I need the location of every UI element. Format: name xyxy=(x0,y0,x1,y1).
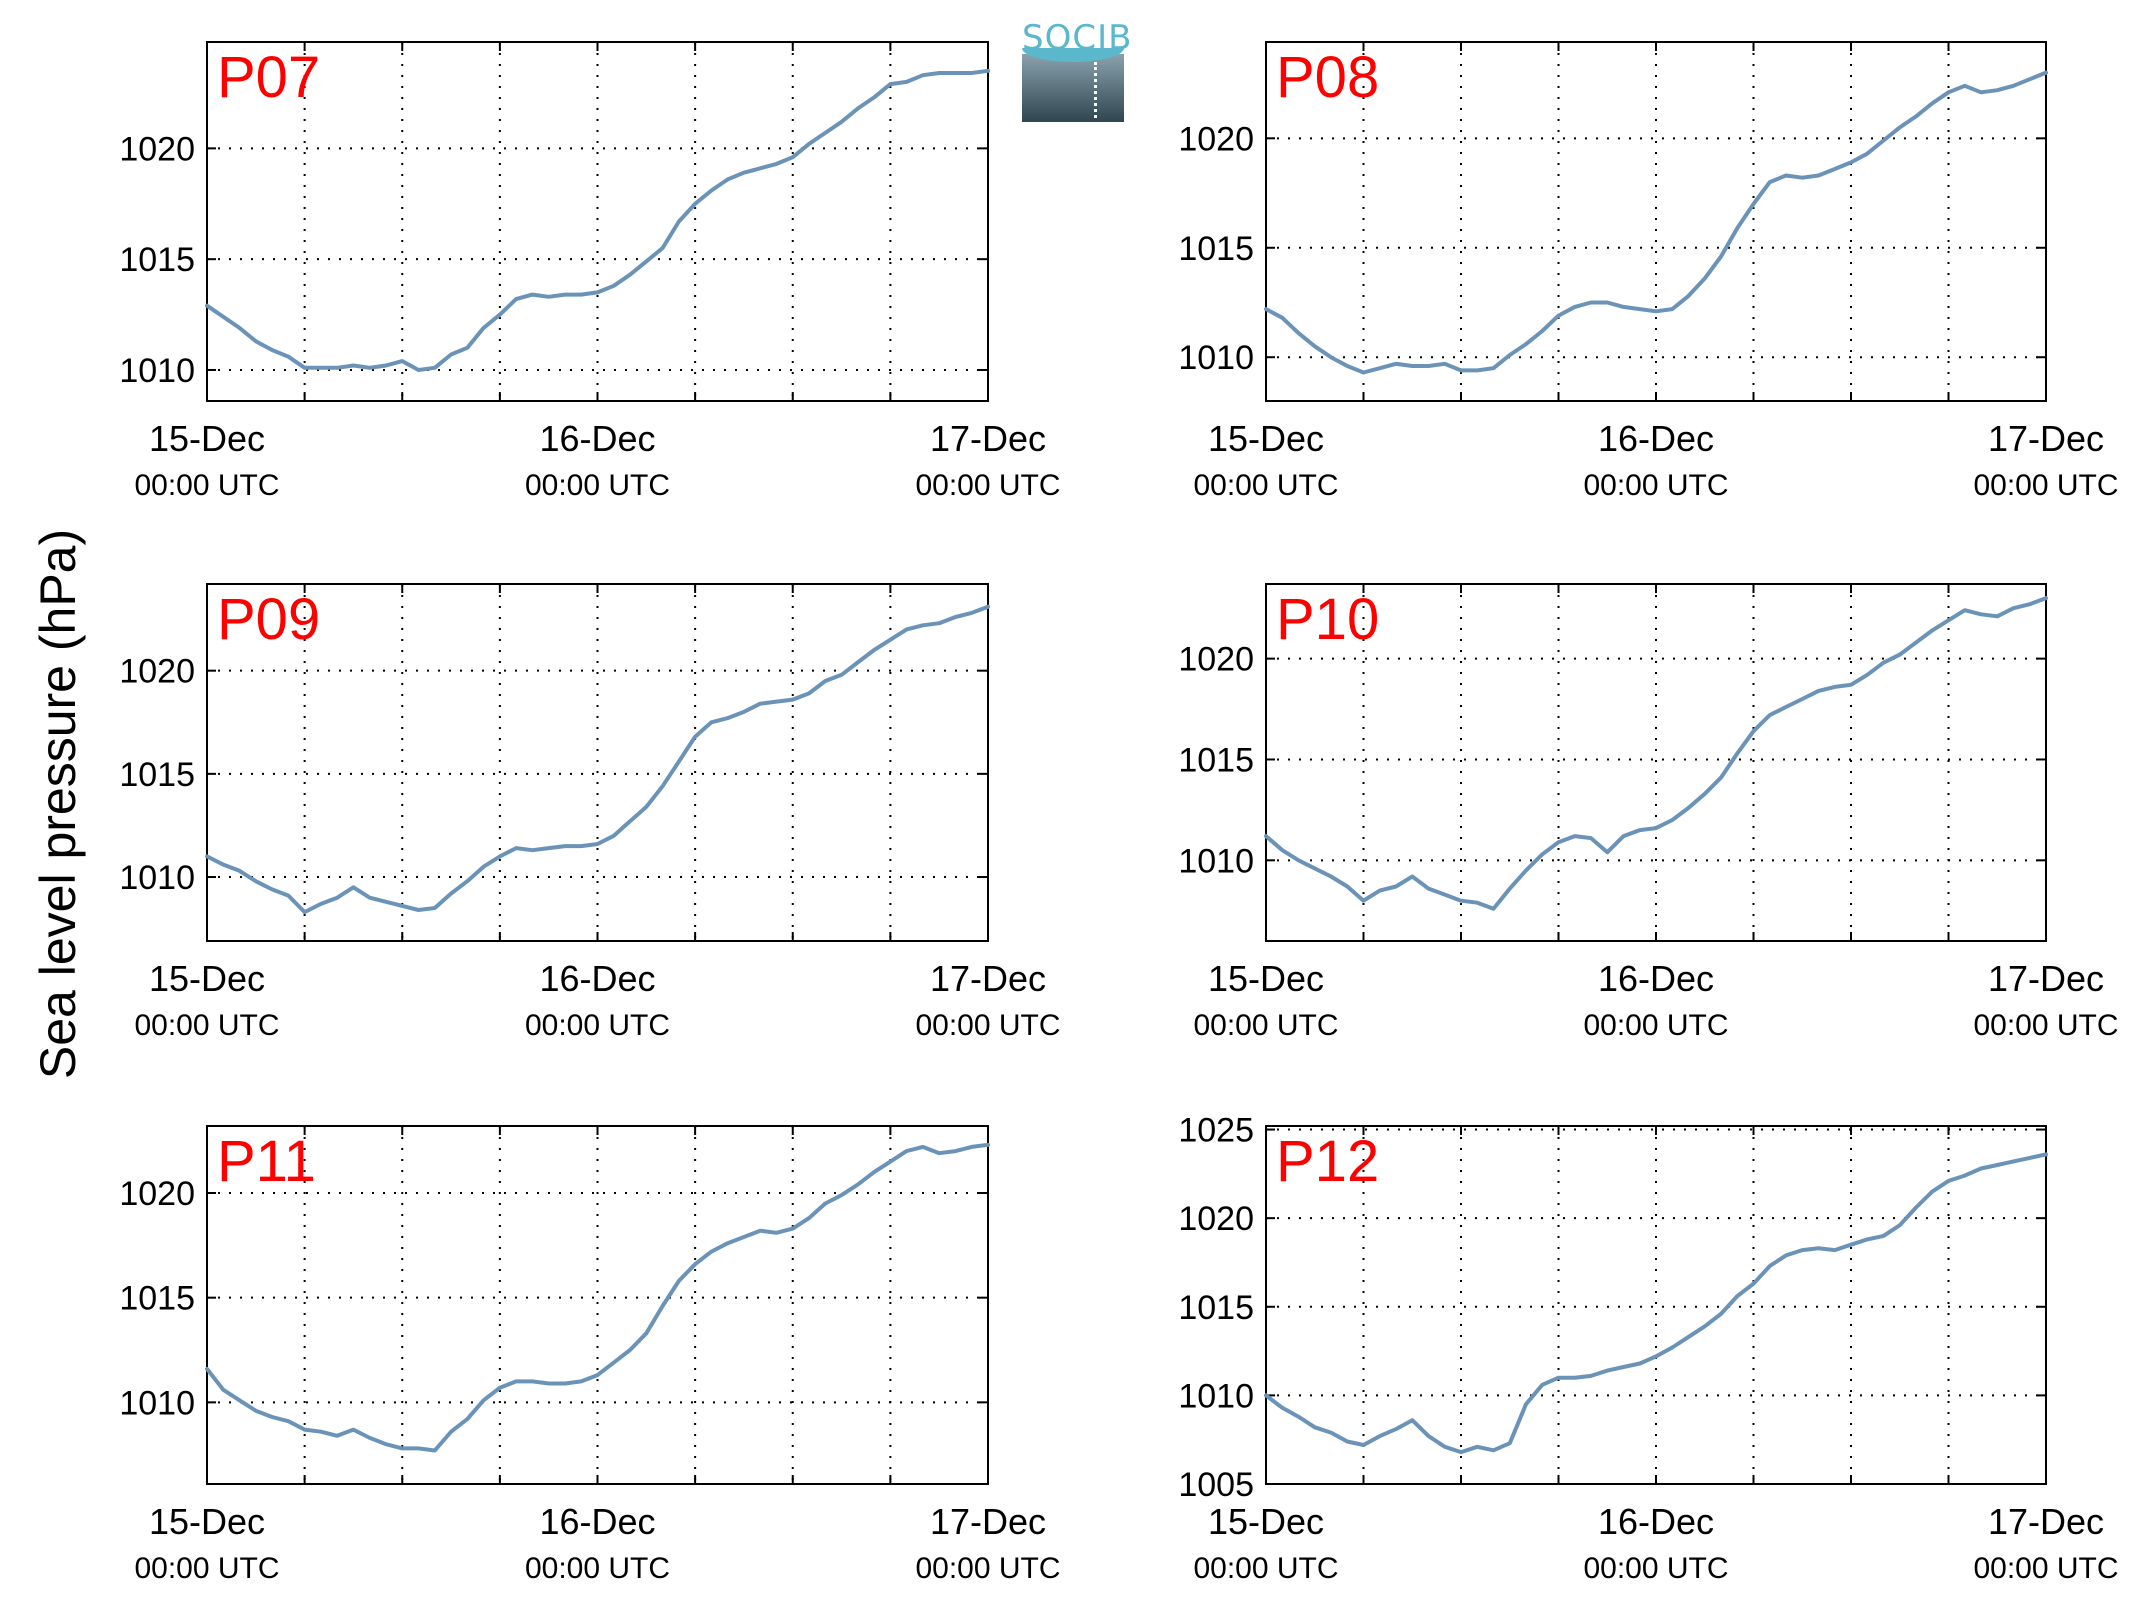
x-tick-label-time: 00:00 UTC xyxy=(1973,469,2118,502)
y-tick-label: 1010 xyxy=(1178,842,1254,880)
panel-p08: 1010 1015 1020 15-Dec 00:00 UTC 16-Dec 00:00 U… xyxy=(1178,41,2119,502)
panel-label: P09 xyxy=(217,587,320,652)
y-tick-label: 1020 xyxy=(119,130,195,168)
axes-frame xyxy=(1265,41,2047,402)
x-tick-label-time: 00:00 UTC xyxy=(1193,1552,1338,1585)
x-tick-label-time: 00:00 UTC xyxy=(915,469,1060,502)
y-tick-label: 1015 xyxy=(119,756,195,794)
x-tick-label-time: 00:00 UTC xyxy=(134,469,279,502)
x-tick-label-date: 17-Dec xyxy=(1988,418,2104,459)
x-tick-label-time: 00:00 UTC xyxy=(915,1009,1060,1042)
y-tick-label: 1015 xyxy=(1178,1289,1254,1327)
x-tick-label-time: 00:00 UTC xyxy=(1193,1009,1338,1042)
socib-logo: SOCIB xyxy=(1022,18,1133,122)
pressure-series-line xyxy=(205,604,990,915)
x-tick-label-date: 15-Dec xyxy=(149,418,265,459)
x-tick-label-date: 17-Dec xyxy=(930,1501,1046,1542)
x-tick-label-time: 00:00 UTC xyxy=(915,1552,1060,1585)
pressure-series-line xyxy=(205,68,990,372)
x-tick-label-time: 00:00 UTC xyxy=(1583,1552,1728,1585)
pressure-series-line xyxy=(1264,1152,2048,1455)
y-tick-label: 1010 xyxy=(119,1384,195,1422)
x-tick-label-date: 17-Dec xyxy=(930,418,1046,459)
panel-label: P12 xyxy=(1276,1129,1379,1194)
axes-frame xyxy=(206,583,989,942)
panel-label: P08 xyxy=(1276,45,1379,110)
pressure-series-line xyxy=(1264,596,2048,911)
y-tick-label: 1020 xyxy=(119,653,195,691)
x-tick-label-time: 00:00 UTC xyxy=(1193,469,1338,502)
x-tick-label-date: 16-Dec xyxy=(539,958,655,999)
x-tick-label-time: 00:00 UTC xyxy=(1583,1009,1728,1042)
y-tick-label: 1020 xyxy=(1178,641,1254,679)
panel-p12: 1005 1010 1015 1020 1025 15-Dec 00:00 UTC 16-De… xyxy=(1178,1112,2118,1585)
axes-frame xyxy=(206,1125,989,1485)
x-tick-label-time: 00:00 UTC xyxy=(525,1009,670,1042)
x-tick-label-time: 00:00 UTC xyxy=(134,1552,279,1585)
x-tick-label-date: 17-Dec xyxy=(1988,1501,2104,1542)
x-tick-label-date: 16-Dec xyxy=(1598,1501,1714,1542)
panel-p07: 1010 1015 1020 15-Dec 00:00 UTC 16-Dec 00:00 U… xyxy=(119,41,1061,502)
y-tick-label: 1010 xyxy=(1178,1377,1254,1415)
x-tick-label-time: 00:00 UTC xyxy=(1583,469,1728,502)
panel-label: P07 xyxy=(217,45,320,110)
x-tick-label-date: 15-Dec xyxy=(149,1501,265,1542)
y-axis-title-text: Sea level pressure (hPa) xyxy=(30,528,86,1080)
x-tick-label-date: 16-Dec xyxy=(1598,418,1714,459)
pressure-series-line xyxy=(205,1142,990,1453)
panel-p10: 1010 1015 1020 15-Dec 00:00 UTC 16-Dec 00:00 U… xyxy=(1178,583,2119,1042)
x-tick-label-date: 17-Dec xyxy=(1988,958,2104,999)
logo-wave xyxy=(1022,48,1124,62)
x-tick-label-date: 15-Dec xyxy=(1208,958,1324,999)
y-tick-label: 1020 xyxy=(119,1175,195,1213)
x-tick-label-date: 17-Dec xyxy=(930,958,1046,999)
y-tick-label: 1010 xyxy=(119,352,195,390)
y-tick-label: 1020 xyxy=(1178,1200,1254,1238)
pressure-series-line xyxy=(1264,70,2048,375)
x-tick-label-date: 15-Dec xyxy=(1208,1501,1324,1542)
x-tick-label-date: 16-Dec xyxy=(539,418,655,459)
axes-frame xyxy=(1265,1125,2047,1485)
y-tick-label: 1015 xyxy=(1178,741,1254,779)
y-tick-label: 1015 xyxy=(1178,230,1254,268)
x-tick-label-date: 15-Dec xyxy=(149,958,265,999)
y-tick-label: 1015 xyxy=(119,241,195,279)
x-tick-label-date: 15-Dec xyxy=(1208,418,1324,459)
x-tick-label-date: 16-Dec xyxy=(1598,958,1714,999)
y-tick-label: 1015 xyxy=(119,1280,195,1318)
y-tick-label: 1025 xyxy=(1178,1112,1254,1150)
axes-frame xyxy=(1265,583,2047,942)
logo-dots xyxy=(1094,62,1097,118)
x-tick-label-time: 00:00 UTC xyxy=(1973,1552,2118,1585)
axes-frame xyxy=(206,41,989,402)
y-tick-label: 1010 xyxy=(119,859,195,897)
x-tick-label-time: 00:00 UTC xyxy=(525,469,670,502)
panel-label: P10 xyxy=(1276,587,1379,652)
y-tick-label: 1010 xyxy=(1178,339,1254,377)
logo-text: SOCIB xyxy=(1022,18,1133,58)
panel-p11: 1010 1015 1020 15-Dec 00:00 UTC 16-Dec 00:00 U… xyxy=(119,1125,1061,1585)
x-tick-label-date: 16-Dec xyxy=(539,1501,655,1542)
x-tick-label-time: 00:00 UTC xyxy=(1973,1009,2118,1042)
x-tick-label-time: 00:00 UTC xyxy=(525,1552,670,1585)
x-tick-label-time: 00:00 UTC xyxy=(134,1009,279,1042)
panel-label: P11 xyxy=(217,1129,316,1194)
logo-graphic xyxy=(1022,54,1124,122)
panel-p09: 1010 1015 1020 15-Dec 00:00 UTC 16-Dec 00:00 U… xyxy=(119,583,1061,1042)
y-tick-label: 1005 xyxy=(1178,1466,1254,1504)
y-tick-label: 1020 xyxy=(1178,120,1254,158)
